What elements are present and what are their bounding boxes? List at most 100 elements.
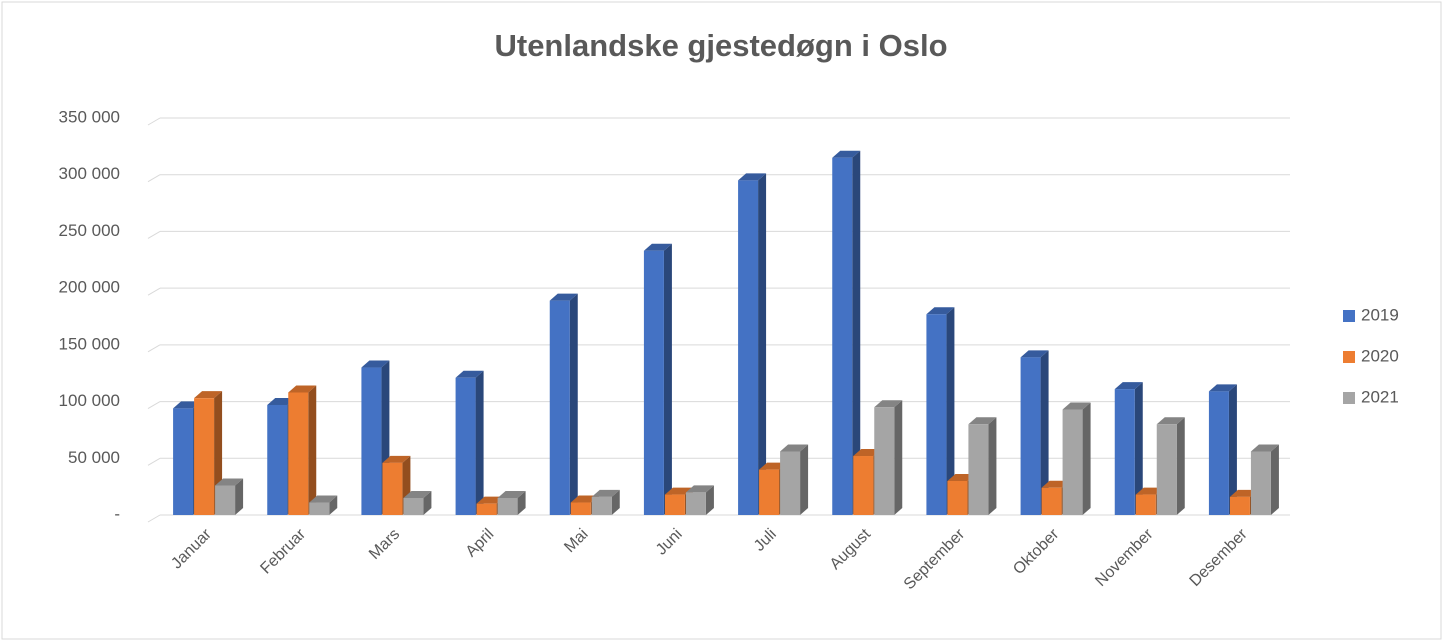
bar <box>591 496 612 515</box>
bar-side <box>1228 384 1237 515</box>
bar-top <box>497 490 526 498</box>
bar <box>403 497 424 515</box>
grid-line <box>147 117 161 126</box>
bar-side <box>1040 350 1049 515</box>
y-tick-label: 100 000 <box>59 391 120 410</box>
bar <box>1114 389 1135 515</box>
y-tick-label: 150 000 <box>59 334 120 353</box>
bar-top <box>926 307 955 315</box>
bar-side <box>705 485 714 515</box>
bar <box>1041 487 1062 515</box>
bar <box>288 392 309 515</box>
legend-swatch <box>1343 351 1355 363</box>
bar-side <box>894 400 903 515</box>
bar <box>267 404 288 515</box>
bar <box>194 398 215 515</box>
bar <box>215 485 236 515</box>
bar <box>1156 424 1177 515</box>
bar-side <box>758 173 767 515</box>
bar-top <box>832 150 861 158</box>
bar <box>853 456 874 515</box>
bar-top <box>382 455 411 463</box>
bar-top <box>1156 417 1185 425</box>
bar <box>476 503 497 515</box>
bar <box>685 492 706 515</box>
bar-side <box>1270 444 1279 515</box>
legend-label: 2020 <box>1361 346 1399 365</box>
bar-top <box>215 478 244 486</box>
y-tick-label: 250 000 <box>59 221 120 240</box>
bar-side <box>308 385 317 515</box>
legend-swatch <box>1343 310 1355 322</box>
bar-side <box>475 370 484 515</box>
bar <box>968 424 989 515</box>
bar-top <box>874 400 903 408</box>
bar-side <box>1082 402 1091 515</box>
bar <box>1250 451 1271 515</box>
bar-top <box>309 495 338 503</box>
bar-top <box>685 485 714 493</box>
bar-side <box>235 478 244 515</box>
bar-top <box>455 370 484 378</box>
bar-side <box>329 495 338 515</box>
bar-side <box>423 490 432 515</box>
y-tick-label: 50 000 <box>68 448 120 467</box>
bar <box>1229 496 1250 515</box>
bar-top <box>968 417 997 425</box>
bar-top <box>194 391 223 399</box>
bar <box>664 494 685 515</box>
bar-side <box>663 243 672 515</box>
y-tick-label: 300 000 <box>59 164 120 183</box>
bar <box>1208 391 1229 515</box>
bar <box>549 300 570 515</box>
bar-side <box>1134 382 1143 515</box>
grid-line <box>147 174 161 183</box>
bar-side <box>611 489 620 515</box>
bar-side <box>569 293 578 515</box>
bar-top <box>1062 402 1091 410</box>
bar <box>1135 494 1156 515</box>
grid-line <box>147 344 161 353</box>
grid-line <box>147 230 161 239</box>
bar <box>926 314 947 515</box>
legend-swatch <box>1343 392 1355 404</box>
bar-side <box>800 444 809 515</box>
bar <box>759 469 780 515</box>
bar-top <box>361 360 390 368</box>
bar-side <box>946 307 955 515</box>
bar-top <box>591 489 620 497</box>
grid-line <box>147 401 161 410</box>
grid-line <box>147 287 161 296</box>
bar-side <box>852 150 861 515</box>
bar <box>780 451 801 515</box>
bar-top <box>738 173 767 181</box>
bar <box>309 502 330 515</box>
bar-top <box>1020 350 1049 358</box>
grid-line <box>147 514 161 523</box>
bar-top <box>288 385 317 393</box>
bar-top <box>549 293 578 301</box>
bar <box>738 180 759 515</box>
bar-side <box>988 417 997 515</box>
bar <box>832 157 853 515</box>
bar <box>361 367 382 515</box>
bar <box>947 480 968 515</box>
bar <box>570 502 591 515</box>
bar <box>497 497 518 515</box>
y-tick-label: 350 000 <box>59 107 120 126</box>
legend-label: 2019 <box>1361 305 1399 324</box>
bar-side <box>1176 417 1185 515</box>
bar-top <box>1114 382 1143 390</box>
bar-top <box>1250 444 1279 452</box>
y-tick-label: 200 000 <box>59 278 120 297</box>
bar-top <box>643 243 672 251</box>
y-tick-label: - <box>114 504 120 523</box>
bar <box>874 407 895 515</box>
bar <box>1062 409 1083 515</box>
bar-top <box>403 490 432 498</box>
bar-top <box>780 444 809 452</box>
bar-side <box>517 490 526 515</box>
bar <box>1020 357 1041 515</box>
